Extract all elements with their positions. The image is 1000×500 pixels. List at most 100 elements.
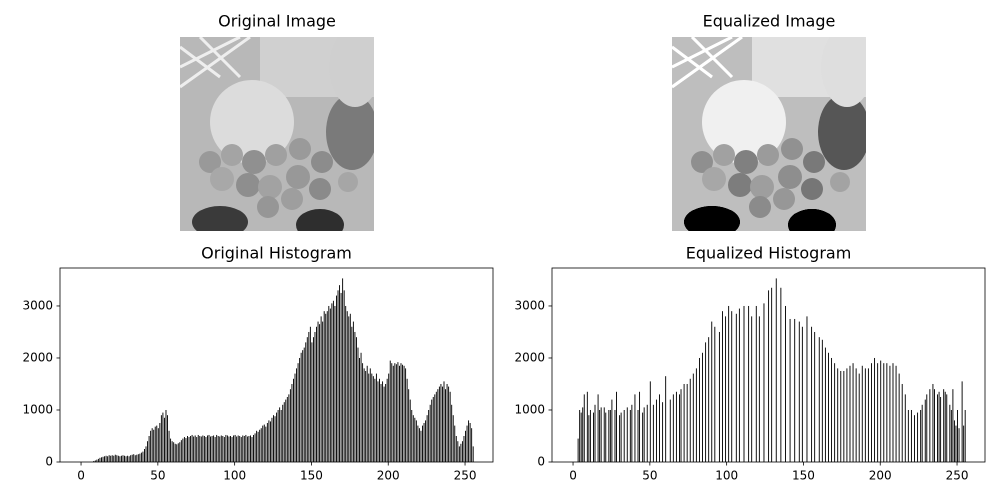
bar bbox=[649, 381, 651, 462]
bar bbox=[892, 363, 894, 462]
bar bbox=[277, 409, 279, 462]
bar bbox=[944, 391, 946, 462]
bar bbox=[222, 435, 224, 462]
bar bbox=[268, 420, 270, 462]
bar bbox=[239, 435, 241, 462]
bar bbox=[362, 363, 364, 462]
bar bbox=[801, 326, 803, 462]
bar bbox=[402, 364, 403, 462]
bar bbox=[943, 389, 945, 462]
bar bbox=[463, 435, 465, 462]
bar bbox=[336, 295, 337, 462]
axes-frame bbox=[59, 267, 494, 463]
bar bbox=[855, 368, 857, 462]
bar bbox=[142, 451, 144, 462]
bar bbox=[150, 430, 152, 462]
bar bbox=[339, 285, 341, 462]
bar bbox=[110, 455, 112, 462]
bar bbox=[191, 434, 193, 462]
bar bbox=[300, 352, 302, 462]
y-tick-label: 3000 bbox=[22, 298, 53, 312]
bar bbox=[763, 303, 765, 462]
bar bbox=[133, 454, 135, 462]
bar bbox=[471, 428, 473, 462]
bar bbox=[811, 326, 813, 462]
bar bbox=[163, 417, 165, 462]
bar bbox=[465, 430, 466, 462]
bar bbox=[243, 435, 245, 462]
bar bbox=[202, 435, 204, 462]
bar bbox=[440, 383, 442, 462]
bar bbox=[251, 437, 253, 462]
x-tick-label: 150 bbox=[792, 469, 815, 483]
bar bbox=[168, 430, 170, 462]
bar bbox=[363, 368, 365, 462]
bar bbox=[583, 394, 585, 462]
bar bbox=[409, 399, 411, 462]
bar bbox=[325, 313, 327, 462]
bar bbox=[867, 368, 869, 462]
bar bbox=[329, 308, 331, 462]
bar bbox=[952, 389, 954, 462]
bar bbox=[196, 437, 198, 462]
bar bbox=[599, 409, 601, 462]
bar bbox=[731, 311, 733, 462]
bar bbox=[924, 399, 926, 462]
bar bbox=[283, 402, 285, 462]
bar bbox=[629, 409, 631, 462]
bar bbox=[824, 347, 826, 462]
bar bbox=[319, 324, 321, 462]
bar bbox=[920, 409, 922, 462]
bar bbox=[958, 428, 960, 462]
bar bbox=[406, 378, 408, 462]
bar bbox=[171, 441, 173, 462]
bar bbox=[214, 437, 216, 462]
chart-title: Original Histogram bbox=[201, 244, 352, 263]
bar bbox=[206, 435, 208, 462]
bar bbox=[910, 409, 912, 462]
bar bbox=[312, 337, 314, 462]
bar bbox=[256, 430, 258, 462]
bar bbox=[814, 331, 816, 462]
bar bbox=[345, 305, 347, 462]
bar bbox=[695, 368, 697, 462]
bar bbox=[414, 417, 416, 462]
bar bbox=[182, 438, 184, 462]
image-title: Equalized Image bbox=[703, 12, 836, 31]
bar bbox=[431, 399, 433, 462]
bar bbox=[188, 437, 190, 462]
bar bbox=[377, 381, 379, 462]
bar bbox=[686, 383, 688, 462]
bar bbox=[861, 365, 863, 462]
bar bbox=[423, 422, 425, 462]
bar bbox=[789, 318, 791, 462]
bar bbox=[895, 365, 897, 462]
bar bbox=[156, 425, 158, 462]
bar bbox=[669, 399, 671, 462]
bar bbox=[302, 350, 304, 462]
bar bbox=[170, 438, 172, 462]
bar bbox=[672, 394, 674, 462]
bar bbox=[395, 364, 397, 462]
bar bbox=[950, 409, 952, 462]
bar bbox=[183, 437, 185, 462]
bar bbox=[355, 337, 357, 462]
bar bbox=[180, 440, 182, 462]
bar bbox=[683, 383, 685, 462]
bar bbox=[122, 455, 124, 462]
bar bbox=[722, 311, 723, 462]
bar bbox=[698, 357, 700, 462]
bar bbox=[337, 290, 339, 462]
bar bbox=[680, 389, 682, 462]
bar bbox=[422, 425, 423, 462]
bar bbox=[250, 435, 251, 462]
bar bbox=[466, 425, 468, 462]
bar bbox=[394, 363, 396, 462]
bar bbox=[926, 394, 928, 462]
y-tick-label: 1000 bbox=[514, 402, 545, 416]
bar bbox=[379, 378, 380, 462]
bar bbox=[245, 434, 247, 462]
bar bbox=[136, 454, 138, 462]
bar bbox=[785, 305, 786, 462]
bar bbox=[101, 457, 102, 462]
